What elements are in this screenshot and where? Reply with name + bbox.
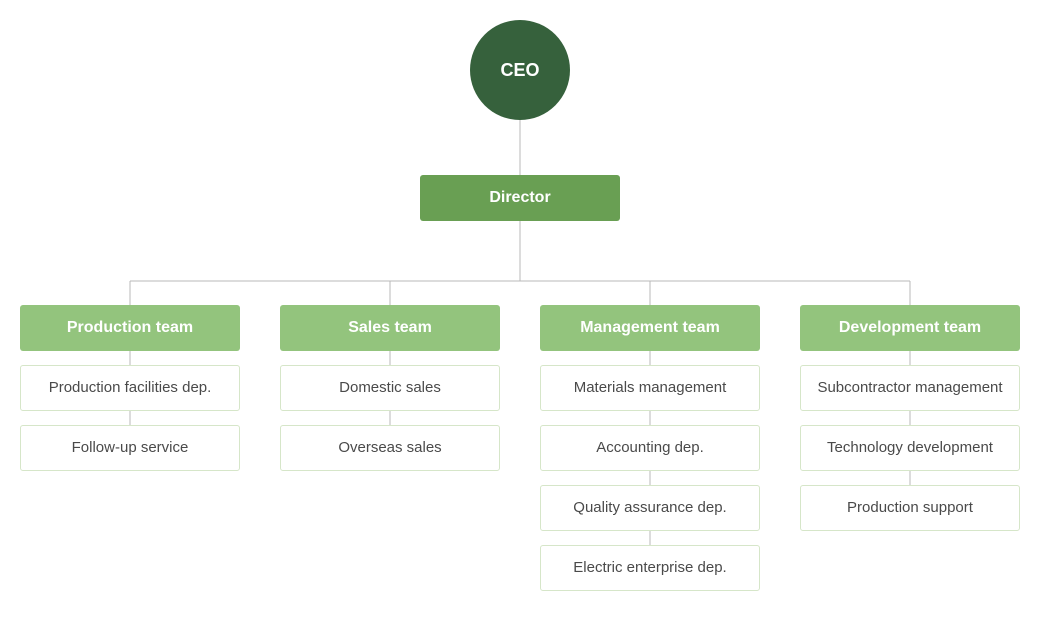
ceo-label: CEO: [500, 59, 539, 82]
dept-management-1: Accounting dep.: [540, 425, 760, 471]
dept-management-0-label: Materials management: [574, 379, 727, 398]
team-production: Production team: [20, 305, 240, 351]
dept-development-1-label: Technology development: [827, 439, 993, 458]
director-node: Director: [420, 175, 620, 221]
team-production-label: Production team: [67, 318, 193, 338]
ceo-node: CEO: [470, 20, 570, 120]
dept-management-3-label: Electric enterprise dep.: [573, 559, 726, 578]
dept-development-2: Production support: [800, 485, 1020, 531]
dept-production-1: Follow-up service: [20, 425, 240, 471]
team-development-label: Development team: [839, 318, 981, 338]
dept-development-1: Technology development: [800, 425, 1020, 471]
dept-sales-0: Domestic sales: [280, 365, 500, 411]
dept-production-1-label: Follow-up service: [72, 439, 189, 458]
dept-management-0: Materials management: [540, 365, 760, 411]
team-sales-label: Sales team: [348, 318, 432, 338]
team-management: Management team: [540, 305, 760, 351]
team-management-label: Management team: [580, 318, 720, 338]
dept-production-0: Production facilities dep.: [20, 365, 240, 411]
dept-sales-0-label: Domestic sales: [339, 379, 441, 398]
dept-development-2-label: Production support: [847, 499, 973, 518]
dept-management-2: Quality assurance dep.: [540, 485, 760, 531]
team-sales: Sales team: [280, 305, 500, 351]
dept-sales-1: Overseas sales: [280, 425, 500, 471]
dept-production-0-label: Production facilities dep.: [49, 379, 212, 398]
dept-development-0-label: Subcontractor management: [817, 379, 1002, 398]
dept-development-0: Subcontractor management: [800, 365, 1020, 411]
dept-management-2-label: Quality assurance dep.: [573, 499, 726, 518]
dept-management-3: Electric enterprise dep.: [540, 545, 760, 591]
team-development: Development team: [800, 305, 1020, 351]
director-node-label: Director: [489, 188, 550, 208]
dept-sales-1-label: Overseas sales: [338, 439, 441, 458]
dept-management-1-label: Accounting dep.: [596, 439, 704, 458]
